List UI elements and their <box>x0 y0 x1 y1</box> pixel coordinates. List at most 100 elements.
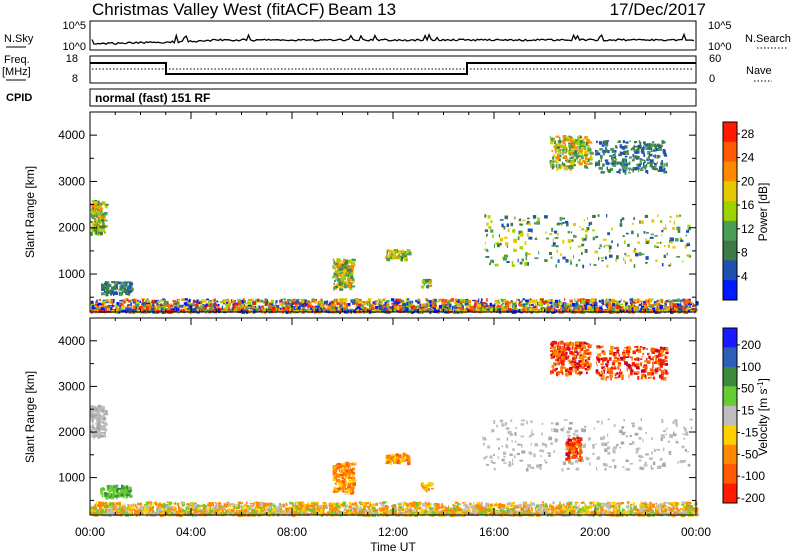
echo-cell <box>590 501 594 505</box>
echo-cell <box>301 309 303 313</box>
echo-cell <box>600 158 602 163</box>
echo-cell <box>356 306 361 309</box>
echo-cell <box>555 135 559 138</box>
echo-cell <box>601 305 603 308</box>
echo-cell <box>579 307 582 309</box>
echo-cell <box>281 301 285 305</box>
echo-cell <box>257 309 262 313</box>
echo-cell <box>608 244 610 248</box>
echo-cell <box>563 137 565 141</box>
echo-cell <box>393 303 395 305</box>
echo-cell <box>96 220 101 223</box>
echo-cell <box>607 308 609 311</box>
echo-cell <box>549 310 552 312</box>
echo-cell <box>634 151 637 154</box>
echo-cell <box>187 299 189 303</box>
echo-cell <box>498 304 501 308</box>
echo-cell <box>589 162 593 165</box>
echo-cell <box>615 309 618 312</box>
echo-cell <box>295 501 299 504</box>
echo-cell <box>627 305 630 308</box>
echo-cell <box>438 298 443 301</box>
echo-cell <box>632 153 635 157</box>
echo-cell <box>659 166 663 170</box>
echo-cell <box>341 265 345 269</box>
echo-cell <box>560 309 562 313</box>
echo-cell <box>186 304 189 307</box>
echo-cell <box>386 257 390 262</box>
echo-cell <box>332 308 334 312</box>
echo-cell <box>626 141 628 144</box>
echo-cell <box>111 290 114 293</box>
echo-cell <box>546 300 548 303</box>
echo-cell <box>116 301 118 305</box>
echo-cell <box>600 155 602 159</box>
echo-cell <box>602 238 607 241</box>
echo-cell <box>585 301 589 306</box>
echo-cell <box>317 302 321 306</box>
y-tick-label: 1000 <box>58 267 85 281</box>
echo-cell <box>629 258 633 262</box>
echo-cell <box>340 298 344 303</box>
echo-cell <box>513 239 517 244</box>
echo-cell <box>582 160 586 163</box>
echo-cell <box>107 308 111 311</box>
echo-cell <box>643 143 646 146</box>
echo-cell <box>487 304 491 309</box>
echo-cell <box>648 156 650 160</box>
y-tick-label: 4000 <box>58 128 85 142</box>
echo-cell <box>559 253 562 256</box>
echo-cell <box>584 309 588 312</box>
echo-cell <box>591 304 595 307</box>
echo-cell <box>615 158 617 161</box>
echo-cell <box>371 309 376 313</box>
echo-cell <box>563 151 567 154</box>
echo-cell <box>155 307 160 310</box>
echo-cell <box>118 507 121 510</box>
echo-cell <box>604 159 609 162</box>
echo-cell <box>343 298 348 302</box>
echo-cell <box>260 299 264 303</box>
echo-cell <box>214 298 216 303</box>
echo-cell <box>643 146 645 150</box>
echo-cell <box>521 230 524 235</box>
echo-cell <box>620 218 622 223</box>
echo-cell <box>391 303 394 305</box>
echo-cell <box>217 303 220 307</box>
echo-cell <box>335 263 338 267</box>
echo-cell <box>120 287 123 291</box>
echo-cell <box>645 501 647 504</box>
echo-cell <box>617 170 621 173</box>
echo-cell <box>397 255 402 258</box>
echo-cell <box>123 309 126 313</box>
echo-cell <box>420 285 424 289</box>
echo-cell <box>154 301 157 304</box>
echo-cell <box>622 159 625 163</box>
echo-cell <box>333 286 336 289</box>
echo-cell <box>566 160 569 163</box>
echo-cell <box>448 505 449 509</box>
echo-cell <box>601 302 603 304</box>
echo-cell <box>624 145 628 149</box>
echo-cell <box>519 223 523 226</box>
echo-cell <box>632 170 634 173</box>
echo-cell <box>479 308 482 311</box>
echo-cell <box>316 306 321 311</box>
echo-cell <box>386 300 390 303</box>
echo-cell <box>490 229 494 233</box>
echo-cell <box>267 510 270 514</box>
echo-cell <box>672 310 676 313</box>
echo-cell <box>663 307 665 311</box>
echo-cell <box>499 237 504 242</box>
echo-cell <box>494 263 499 267</box>
echo-cell <box>577 160 581 163</box>
echo-cell <box>343 304 347 307</box>
echo-cell <box>286 299 290 302</box>
echo-cell <box>618 140 621 143</box>
echo-cell <box>672 227 675 230</box>
echo-cell <box>629 161 631 165</box>
echo-cell <box>322 502 327 504</box>
echo-cell <box>622 158 625 161</box>
y-tick-label: 2000 <box>58 221 85 235</box>
echo-cell <box>310 307 313 310</box>
